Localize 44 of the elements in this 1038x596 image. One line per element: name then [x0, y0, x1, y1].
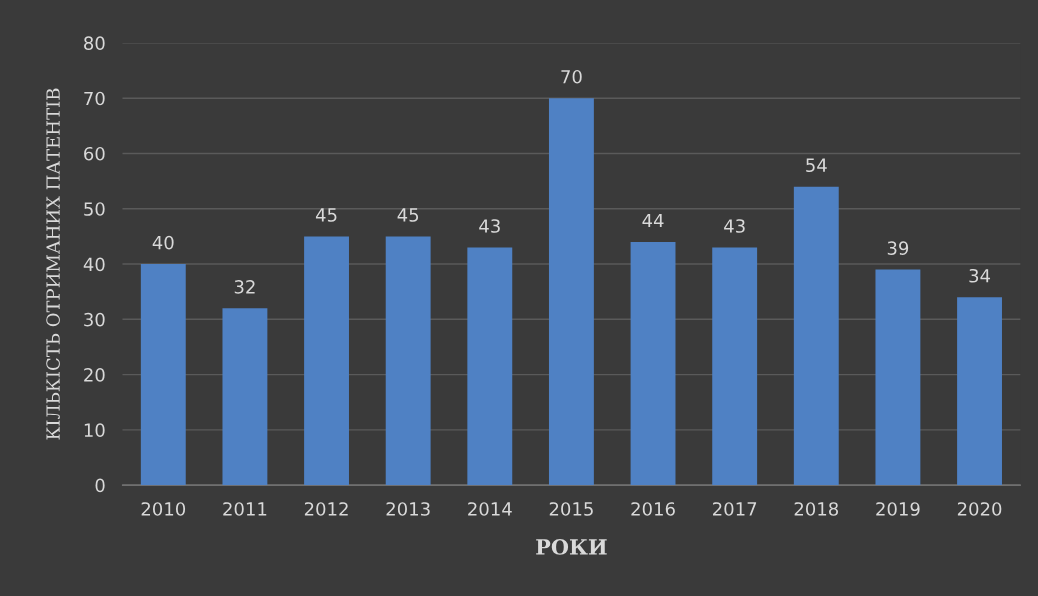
- bar: [875, 269, 921, 486]
- y-axis-title: КІЛЬКІСТЬ ОТРИМАНИХ ПАТЕНТІВ: [46, 88, 60, 440]
- data-label: 54: [806, 158, 827, 173]
- y-tick-label: 70: [84, 91, 105, 106]
- y-tick-label: 30: [84, 312, 105, 327]
- data-label: 32: [234, 279, 255, 294]
- x-tick-label: 2014: [468, 502, 512, 516]
- bar: [793, 186, 839, 486]
- data-label: 43: [724, 219, 745, 233]
- data-label: 45: [397, 208, 419, 222]
- bar: [712, 247, 758, 486]
- x-tick-label: 2017: [713, 502, 757, 516]
- x-tick-label: 2010: [141, 502, 186, 516]
- y-tick-label: 60: [84, 146, 105, 161]
- bar: [467, 247, 513, 486]
- data-label: 44: [642, 213, 664, 228]
- x-axis-title: РОКИ: [536, 539, 607, 555]
- bar: [385, 236, 431, 486]
- x-tick-label: 2013: [386, 502, 430, 516]
- data-label: 39: [887, 241, 909, 255]
- bar: [304, 236, 349, 486]
- data-label: 40: [152, 235, 174, 250]
- data-label: 70: [561, 69, 582, 84]
- bar: [630, 241, 676, 486]
- y-tick-label: 0: [95, 478, 105, 493]
- y-tick-label: 10: [84, 423, 105, 437]
- x-tick-label: 2012: [304, 502, 348, 516]
- x-tick-label: 2020: [957, 502, 1002, 516]
- bar: [548, 98, 594, 486]
- x-tick-label: 2019: [876, 502, 920, 516]
- bar: [957, 297, 1002, 486]
- x-tick-label: 2018: [794, 502, 839, 516]
- y-tick-label: 50: [84, 202, 105, 216]
- x-tick-label: 2015: [549, 502, 593, 516]
- bar: [140, 264, 186, 486]
- data-label: 43: [479, 219, 500, 233]
- x-tick-label: 2011: [223, 502, 267, 516]
- bar: [222, 308, 268, 486]
- y-tick-label: 80: [84, 36, 105, 51]
- x-tick-label: 2016: [631, 502, 675, 516]
- data-label: 45: [315, 208, 337, 222]
- y-tick-label: 40: [83, 257, 105, 272]
- y-tick-label: 20: [84, 368, 105, 382]
- data-label: 34: [969, 268, 991, 283]
